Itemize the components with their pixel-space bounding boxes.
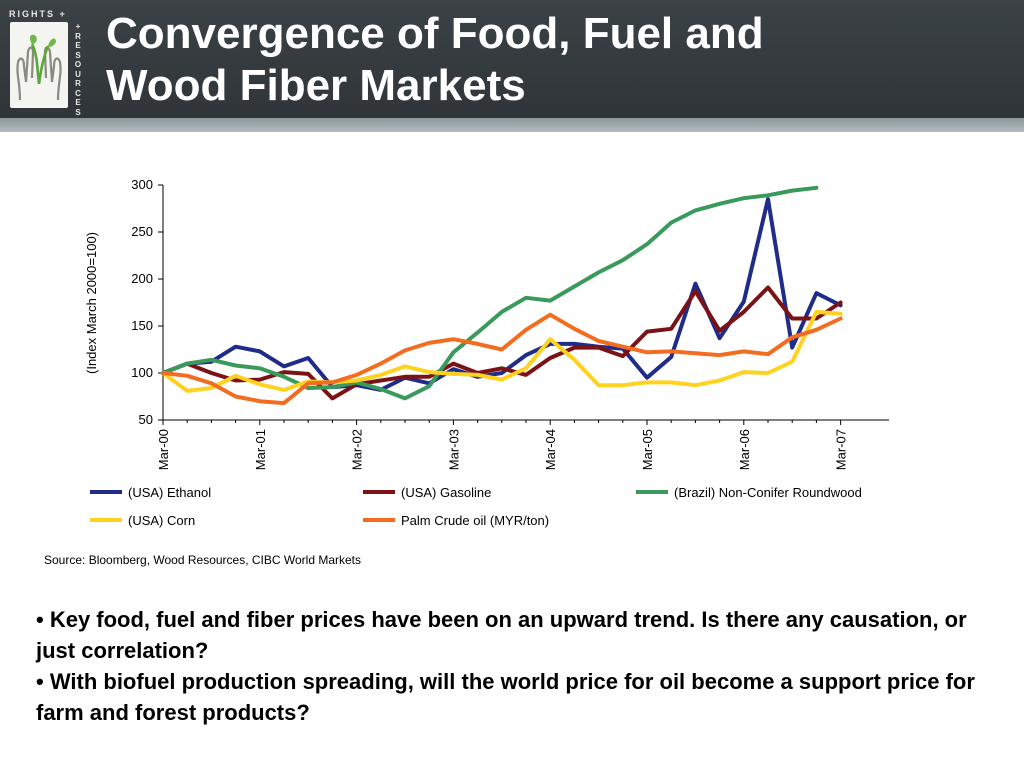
series-line xyxy=(161,197,843,392)
legend-label: Palm Crude oil (MYR/ton) xyxy=(401,513,549,528)
logo-letter: S xyxy=(75,107,81,117)
x-tick-label: Mar-02 xyxy=(350,429,365,470)
y-tick-label: 250 xyxy=(131,224,153,239)
series-line xyxy=(161,185,819,401)
legend-label: (USA) Gasoline xyxy=(401,485,491,500)
x-tick-label: Mar-06 xyxy=(737,429,752,470)
logo-letter: + xyxy=(75,22,81,31)
logo-letter: U xyxy=(75,69,81,79)
logo-letter: S xyxy=(75,50,81,60)
header-stripe xyxy=(0,118,1024,132)
y-axis-label: (Index March 2000=100) xyxy=(84,232,99,374)
title-line-1: Convergence of Food, Fuel and xyxy=(106,9,764,58)
x-tick-label: Mar-05 xyxy=(640,429,655,470)
legend-label: (USA) Corn xyxy=(128,513,195,528)
x-tick-label: Mar-00 xyxy=(156,429,171,470)
y-tick-label: 300 xyxy=(131,177,153,192)
logo-letter: O xyxy=(74,60,82,69)
x-tick-label: Mar-01 xyxy=(253,429,268,470)
legend-label: (Brazil) Non-Conifer Roundwood xyxy=(674,485,862,500)
header-bar: RIGHTS + + R E S O U R C E S Convergence of Food,… xyxy=(0,0,1024,118)
bullet-item: • Key food, fuel and fiber prices have b… xyxy=(36,607,967,663)
line-chart: 50 100 150 200 250 300 (Index March 2000=100) M… xyxy=(84,177,889,528)
logo-letter: C xyxy=(75,88,81,98)
y-tick-label: 150 xyxy=(131,318,153,333)
page-title: Convergence of Food, Fuel and Wood Fiber… xyxy=(106,8,1006,112)
bullet-item: • With biofuel production spreading, wil… xyxy=(36,669,975,725)
series-line xyxy=(161,285,843,401)
series-line xyxy=(161,309,843,393)
logo xyxy=(10,22,68,108)
logo-wordmark: RIGHTS + xyxy=(9,9,67,19)
x-tick-label: Mar-03 xyxy=(446,429,461,470)
y-tick-label: 200 xyxy=(131,271,153,286)
logo-letter: E xyxy=(75,98,81,107)
title-line-2: Wood Fiber Markets xyxy=(106,61,526,110)
logo-vertical-wordmark: + R E S O U R C E S xyxy=(72,22,84,117)
y-tick-label: 100 xyxy=(131,365,153,380)
x-tick-label: Mar-07 xyxy=(834,429,849,470)
source-note: Source: Bloomberg, Wood Resources, CIBC … xyxy=(44,553,362,567)
series-line xyxy=(161,312,843,406)
logo-letter: R xyxy=(75,31,81,41)
legend-label: (USA) Ethanol xyxy=(128,485,211,500)
logo-letter: E xyxy=(75,41,81,50)
logo-letter: R xyxy=(75,79,81,88)
bullet-list: • Key food, fuel and fiber prices have b… xyxy=(36,604,996,728)
hands-icon xyxy=(16,34,62,101)
y-tick-label: 50 xyxy=(139,412,153,427)
x-tick-label: Mar-04 xyxy=(543,429,558,470)
